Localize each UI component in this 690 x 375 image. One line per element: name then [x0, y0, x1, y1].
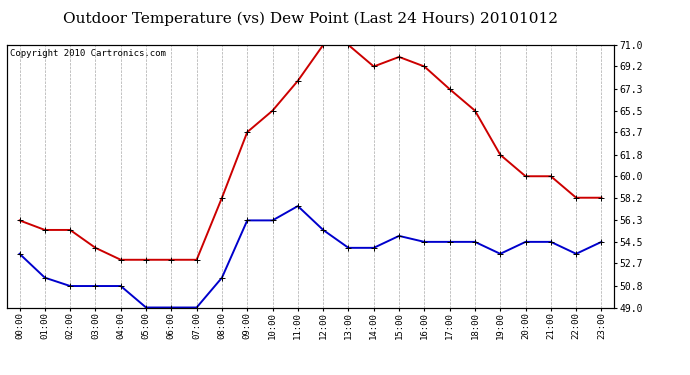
Text: Copyright 2010 Cartronics.com: Copyright 2010 Cartronics.com: [10, 49, 166, 58]
Text: Outdoor Temperature (vs) Dew Point (Last 24 Hours) 20101012: Outdoor Temperature (vs) Dew Point (Last…: [63, 11, 558, 26]
